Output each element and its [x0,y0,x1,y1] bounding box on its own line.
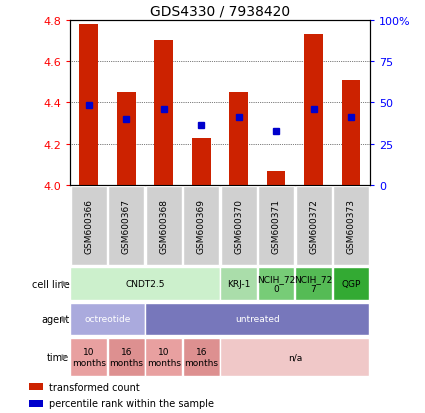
Bar [71,303,144,335]
Text: transformed count: transformed count [49,382,140,392]
Bar [220,268,257,300]
Bar [117,93,136,186]
Bar [183,187,219,266]
Bar [304,35,323,186]
Bar [267,171,286,186]
Text: GSM600373: GSM600373 [346,199,356,254]
Text: GSM600370: GSM600370 [234,199,243,254]
Bar [230,93,248,186]
Text: time: time [47,352,69,362]
Text: n/a: n/a [288,353,302,362]
Bar [71,338,107,376]
Text: octreotide: octreotide [85,315,131,323]
Bar [71,187,107,266]
Text: GSM600366: GSM600366 [84,199,94,254]
Text: GSM600372: GSM600372 [309,199,318,254]
Bar [108,187,144,266]
Title: GDS4330 / 7938420: GDS4330 / 7938420 [150,4,290,18]
Text: NCIH_72
0: NCIH_72 0 [257,274,295,294]
Bar [220,338,369,376]
Bar [192,138,210,186]
Bar [145,303,369,335]
Bar [258,187,294,266]
Text: CNDT2.5: CNDT2.5 [125,280,165,288]
Text: GSM600368: GSM600368 [159,199,168,254]
Bar [333,187,369,266]
Bar [258,268,295,300]
Text: GSM600367: GSM600367 [122,199,131,254]
Text: agent: agent [41,314,69,324]
Bar [79,25,98,186]
Bar [333,268,369,300]
Text: GSM600371: GSM600371 [272,199,280,254]
Text: 16
months: 16 months [184,348,218,367]
Bar [71,268,220,300]
Text: cell line: cell line [31,279,69,289]
Bar [154,41,173,186]
Bar [295,268,332,300]
Text: GSM600369: GSM600369 [197,199,206,254]
Bar [221,187,257,266]
Bar [108,338,144,376]
Text: NCIH_72
7: NCIH_72 7 [295,274,333,294]
Bar [145,338,182,376]
Text: untreated: untreated [235,315,280,323]
Bar [183,338,220,376]
Text: 10
months: 10 months [147,348,181,367]
Bar [146,187,182,266]
Bar [342,81,360,186]
Bar [296,187,332,266]
Text: percentile rank within the sample: percentile rank within the sample [49,398,214,408]
Bar [29,400,43,407]
Text: 16
months: 16 months [109,348,143,367]
Text: KRJ-1: KRJ-1 [227,280,250,288]
Text: 10
months: 10 months [72,348,106,367]
Text: QGP: QGP [341,280,361,288]
Bar [29,383,43,390]
